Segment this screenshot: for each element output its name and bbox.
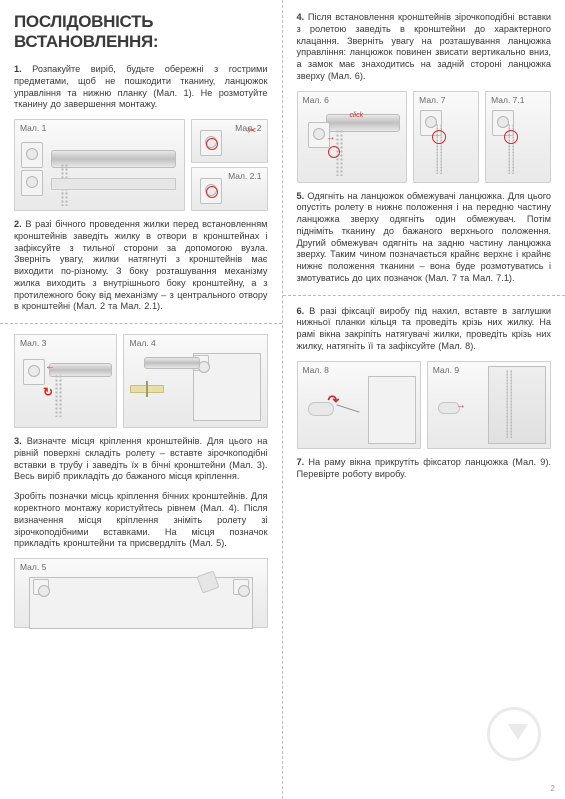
step3a-text: Визначте місця кріплення кронштейнів. Дл… <box>14 436 268 481</box>
figure-4: Мал. 4 <box>123 334 267 428</box>
fig6-label: Мал. 6 <box>303 95 329 105</box>
step-2: 2. В разі бічного проведення жилки перед… <box>14 219 268 313</box>
fig8-label: Мал. 8 <box>303 365 329 375</box>
fig5-label: Мал. 5 <box>20 562 46 572</box>
step2-text: В разі бічного проведення жилки перед вс… <box>14 219 268 311</box>
figure-2: Мал. 2 ✂ <box>191 119 268 163</box>
step-1: 1. Розпакуйте виріб, будьте обережні з г… <box>14 64 268 111</box>
figure-7: Мал. 7 <box>413 91 479 183</box>
page-title: ПОСЛІДОВНІСТЬ ВСТАНОВЛЕННЯ: <box>14 12 268 52</box>
fig71-label: Мал. 7.1 <box>491 95 524 105</box>
step1-text: Розпакуйте виріб, будьте обережні з гост… <box>14 64 268 109</box>
step5-text: Одягніть на ланцюжок обмежувачі ланцюжка… <box>297 191 552 283</box>
figure-8: Мал. 8 ↷ <box>297 361 421 449</box>
step-3a: 3. Визначте місця кріплення кронштейнів.… <box>14 436 268 483</box>
fig4-label: Мал. 4 <box>129 338 155 348</box>
step-5: 5. Одягніть на ланцюжок обмежувачі ланцю… <box>297 191 552 285</box>
step4-text: Після встановлення кронштейнів зірочкопо… <box>297 12 552 81</box>
step-4: 4. Після встановлення кронштейнів зірочк… <box>297 12 552 83</box>
watermark-icon <box>487 707 541 761</box>
fig3-label: Мал. 3 <box>20 338 46 348</box>
fig9-label: Мал. 9 <box>433 365 459 375</box>
step2-num: 2. <box>14 219 22 229</box>
figure-1: Мал. 1 <box>14 119 185 211</box>
fig1-label: Мал. 1 <box>20 123 46 133</box>
figure-7-1: Мал. 7.1 <box>485 91 551 183</box>
step6-text: В разі фіксації виробу під нахил, вставт… <box>297 306 552 351</box>
figure-3: Мал. 3 ↻ ← <box>14 334 117 428</box>
step1-num: 1. <box>14 64 22 74</box>
figure-5: Мал. 5 <box>14 558 268 628</box>
step-3b: Зробіть позначки місць кріплення бічних … <box>14 491 268 550</box>
figure-2-1: Мал. 2.1 <box>191 167 268 211</box>
fig21-label: Мал. 2.1 <box>228 171 261 181</box>
step-7: 7. На раму вікна прикрутіть фіксатор лан… <box>297 457 552 481</box>
fig7-label: Мал. 7 <box>419 95 445 105</box>
page-number: 2 <box>551 784 555 793</box>
step-6: 6. В разі фіксації виробу під нахил, вст… <box>297 306 552 353</box>
click-annotation: click <box>350 112 364 119</box>
figure-6: Мал. 6 click → <box>297 91 408 183</box>
figure-9: Мал. 9 → <box>427 361 551 449</box>
step7-text: На раму вікна прикрутіть фіксатор ланцюж… <box>297 457 552 479</box>
fig2-label: Мал. 2 <box>235 123 261 133</box>
step3b-text: Зробіть позначки місць кріплення бічних … <box>14 491 268 548</box>
step3-num: 3. <box>14 436 22 446</box>
